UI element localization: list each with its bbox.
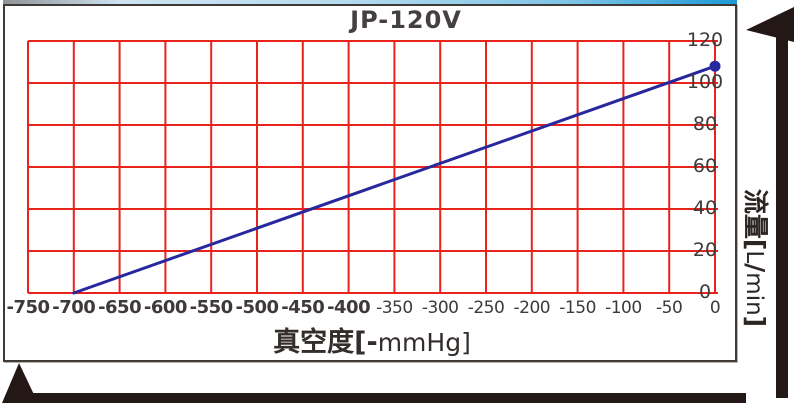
x-tick-label: -200	[513, 298, 551, 318]
y-tick-label: 120	[686, 29, 724, 51]
y-tick-label: 60	[692, 155, 718, 177]
right-axis-arrowhead-icon	[746, 7, 794, 42]
x-axis-title-regular-part: mmHg]	[377, 328, 471, 357]
x-tick-label: -600	[143, 297, 188, 318]
top-edge-strip	[3, 0, 737, 5]
y-axis-title-part: min	[741, 272, 767, 316]
x-tick-label: -150	[559, 298, 596, 318]
x-tick-label: -250	[467, 298, 505, 318]
x-tick-label: -300	[421, 298, 459, 318]
right-axis-bar	[776, 28, 788, 398]
chart-title: JP-120V	[350, 6, 462, 34]
x-tick-label: 0	[709, 298, 721, 318]
chart-frame	[3, 4, 737, 362]
x-tick-label: -500	[235, 297, 279, 318]
y-axis-title: 流量[L/min]	[739, 189, 775, 327]
x-tick-label: -400	[327, 297, 371, 318]
y-tick-label: 0	[698, 281, 712, 303]
x-axis-title: 真空度[-mmHg]	[273, 320, 471, 359]
y-axis-title-part: ]	[741, 315, 770, 328]
grid-lines	[27, 40, 718, 294]
x-axis-title-bold-part: 真空度[-	[273, 327, 378, 358]
y-tick-label: 80	[692, 113, 718, 135]
x-tick-label: -550	[189, 297, 234, 318]
x-tick-label: -50	[656, 298, 683, 318]
y-axis-title-part: L	[741, 250, 767, 264]
x-tick-label: -350	[376, 298, 413, 318]
y-tick-label: 100	[686, 71, 724, 93]
x-tick-label: -700	[52, 297, 96, 318]
x-tick-label: -100	[605, 298, 642, 318]
x-tick-label: -750	[6, 297, 50, 318]
x-tick-label: -650	[98, 297, 142, 318]
y-tick-label: 40	[692, 197, 718, 219]
bottom-axis-bar	[30, 393, 746, 403]
x-tick-label: -450	[281, 297, 325, 318]
y-axis-title-part: 流量[	[741, 188, 770, 251]
y-tick-label: 20	[692, 239, 718, 261]
flow-curve	[72, 60, 721, 295]
bottom-axis-arrowhead-icon	[2, 363, 38, 403]
axis-arrows	[2, 7, 794, 403]
